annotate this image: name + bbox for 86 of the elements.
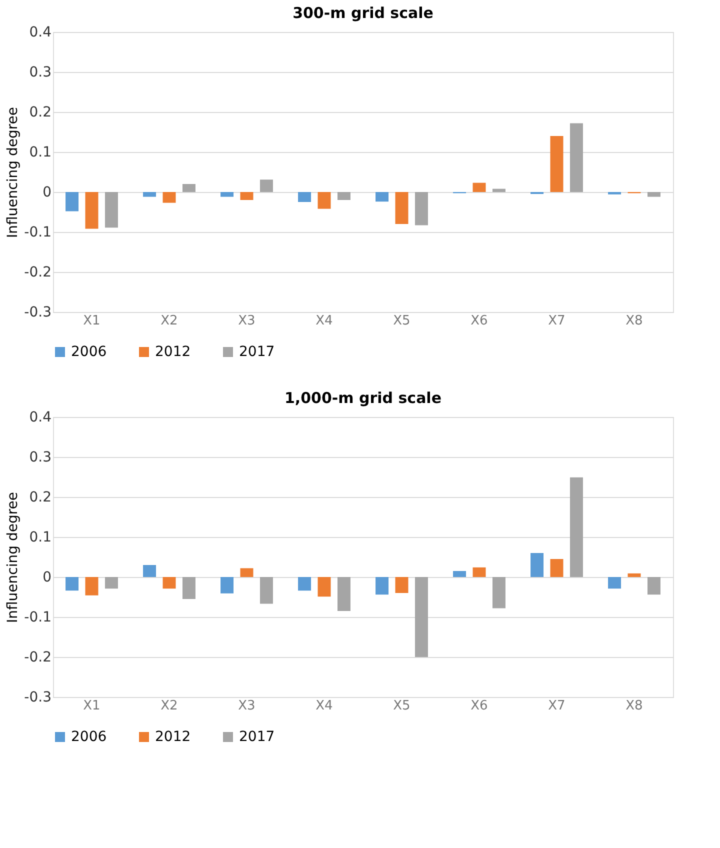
x-tick-label: X8: [626, 698, 643, 714]
y-tick-label: 0.2: [29, 490, 52, 506]
bar: [240, 568, 254, 577]
bar: [337, 192, 350, 200]
bar: [395, 577, 408, 593]
bar: [337, 577, 350, 611]
legend-label: 2012: [155, 344, 191, 360]
bar: [550, 559, 564, 577]
bar: [472, 567, 486, 577]
legend-label: 2006: [71, 344, 107, 360]
x-tick-label: X6: [470, 698, 488, 714]
x-tick-label: X4: [316, 314, 333, 328]
bar: [260, 577, 273, 604]
bar: [143, 192, 156, 197]
legend-label: 2012: [155, 729, 191, 745]
bar: [85, 192, 98, 229]
legend-label: 2017: [239, 729, 275, 745]
y-tick-label: 0.3: [29, 450, 52, 466]
bar: [220, 192, 234, 197]
chart-title: 300-m grid scale: [292, 4, 434, 22]
y-tick-label: 0.1: [29, 530, 52, 546]
bar: [647, 192, 660, 197]
bar: [376, 577, 389, 595]
bar: [550, 136, 564, 192]
y-axis-title: Influencing degree: [5, 492, 22, 624]
x-tick-label: X7: [548, 698, 566, 714]
bar: [85, 577, 98, 596]
bar: [182, 577, 196, 599]
bar: [395, 192, 408, 224]
chart-title: 1,000-m grid scale: [284, 389, 442, 407]
x-tick-label: X1: [83, 698, 100, 714]
y-tick-label: -0.1: [24, 224, 52, 240]
bar: [66, 577, 79, 591]
y-tick-label: -0.3: [24, 690, 52, 706]
y-tick-label: 0.4: [29, 24, 52, 40]
legend-label: 2017: [239, 344, 275, 360]
bar: [298, 577, 312, 591]
y-tick-label: -0.1: [24, 610, 52, 626]
bar: [318, 577, 331, 597]
y-tick-label: -0.2: [24, 650, 52, 666]
bar: [162, 577, 176, 589]
bar: [220, 577, 234, 594]
x-tick-label: X2: [160, 698, 178, 714]
y-tick-label: 0: [42, 570, 52, 586]
bar: [104, 192, 118, 228]
bar: [453, 571, 466, 577]
y-tick-label: -0.2: [24, 264, 52, 280]
bar: [608, 577, 622, 589]
bar: [570, 477, 583, 577]
bar: [318, 192, 331, 209]
y-tick-label: 0.4: [29, 410, 52, 426]
y-tick-label: -0.3: [24, 304, 52, 320]
x-tick-label: X3: [238, 314, 256, 328]
bar: [472, 182, 486, 192]
x-tick-label: X4: [316, 698, 333, 714]
x-tick-label: X1: [83, 314, 100, 328]
bar: [143, 565, 156, 577]
x-tick-label: X5: [393, 698, 410, 714]
bar: [376, 192, 389, 202]
x-tick-label: X7: [548, 314, 566, 328]
y-tick-label: 0.3: [29, 64, 52, 80]
y-axis-title: Influencing degree: [5, 106, 22, 238]
bar: [492, 577, 506, 608]
x-tick-label: X5: [393, 314, 410, 328]
bar: [414, 192, 428, 226]
bar: [414, 577, 428, 657]
bar: [182, 184, 196, 192]
bar: [104, 577, 118, 589]
bar: [647, 577, 660, 595]
x-tick-label: X8: [626, 314, 643, 328]
bar: [570, 123, 583, 192]
bar: [628, 573, 641, 577]
bar: [66, 192, 79, 212]
bar: [530, 553, 544, 577]
x-tick-label: X3: [238, 698, 256, 714]
legend-label: 2006: [71, 729, 107, 745]
y-tick-label: 0.2: [29, 104, 52, 120]
bar: [240, 192, 254, 200]
bar: [492, 188, 506, 192]
bar: [298, 192, 312, 202]
bar: [260, 180, 273, 192]
y-tick-label: 0: [42, 184, 52, 200]
y-tick-label: 0.1: [29, 144, 52, 160]
x-tick-label: X6: [470, 314, 488, 328]
x-tick-label: X2: [160, 314, 178, 328]
bar: [162, 192, 176, 203]
